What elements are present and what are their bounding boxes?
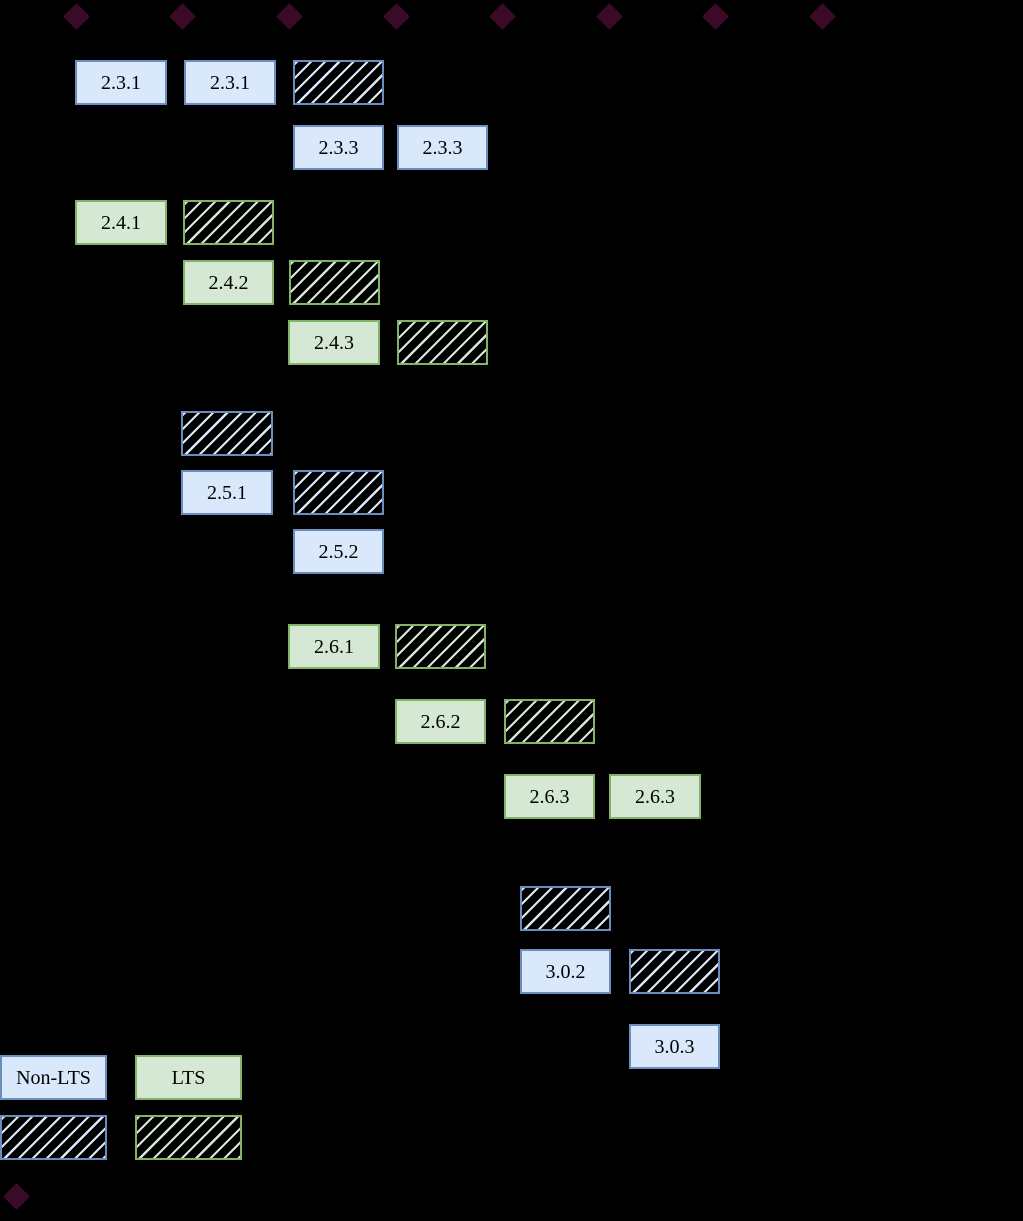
milestone-diamond-icon-5	[488, 2, 516, 30]
version-bar-2.5.2: 2.5.2	[293, 529, 384, 574]
eol-hatched-bar-2.4.1	[183, 200, 274, 245]
version-bar-2.3.1-a: 2.3.1	[75, 60, 167, 105]
milestone-diamond-icon-6	[595, 2, 623, 30]
eol-hatched-bar-2.5.1	[293, 470, 384, 515]
version-bar-2.3.3-a: 2.3.3	[293, 125, 384, 170]
milestone-diamond-icon-4	[382, 2, 410, 30]
legend-lts-label: LTS	[171, 1066, 206, 1089]
milestone-diamond-icon-1	[62, 2, 90, 30]
milestone-diamond-icon-8	[808, 2, 836, 30]
milestone-diamond-icon-7	[701, 2, 729, 30]
version-bar-2.4.1: 2.4.1	[75, 200, 167, 245]
version-bar-2.6.3-b: 2.6.3	[609, 774, 701, 819]
legend-non-lts-eol-box	[0, 1115, 107, 1160]
eol-hatched-bar-2.4.3	[397, 320, 488, 365]
eol-hatched-bar-2.3	[293, 60, 384, 105]
eol-hatched-bar-3.0.1	[520, 886, 611, 931]
version-bar-2.6.3-a: 2.6.3	[504, 774, 595, 819]
eol-hatched-bar-2.6.1	[395, 624, 486, 669]
legend-non-lts-label: Non-LTS	[16, 1066, 91, 1089]
version-bar-2.6.2: 2.6.2	[395, 699, 486, 744]
milestone-diamond-icon-3	[275, 2, 303, 30]
version-bar-2.3.1-b: 2.3.1	[184, 60, 276, 105]
version-bar-2.4.2: 2.4.2	[183, 260, 274, 305]
eol-hatched-bar-2.4.2	[289, 260, 380, 305]
legend-non-lts-box: Non-LTS	[0, 1055, 107, 1100]
version-bar-2.3.3-b: 2.3.3	[397, 125, 488, 170]
milestone-diamond-icon-2	[168, 2, 196, 30]
version-bar-2.4.3: 2.4.3	[288, 320, 380, 365]
version-bar-2.6.1: 2.6.1	[288, 624, 380, 669]
version-bar-2.5.1: 2.5.1	[181, 470, 273, 515]
eol-hatched-bar-3.0.2	[629, 949, 720, 994]
version-bar-3.0.3: 3.0.3	[629, 1024, 720, 1069]
legend-lts-box: LTS	[135, 1055, 242, 1100]
version-bar-3.0.2: 3.0.2	[520, 949, 611, 994]
legend-lts-eol-box	[135, 1115, 242, 1160]
eol-hatched-bar-2.5.0	[181, 411, 273, 456]
legend-milestone-diamond-icon	[3, 1183, 30, 1210]
eol-hatched-bar-2.6.2	[504, 699, 595, 744]
